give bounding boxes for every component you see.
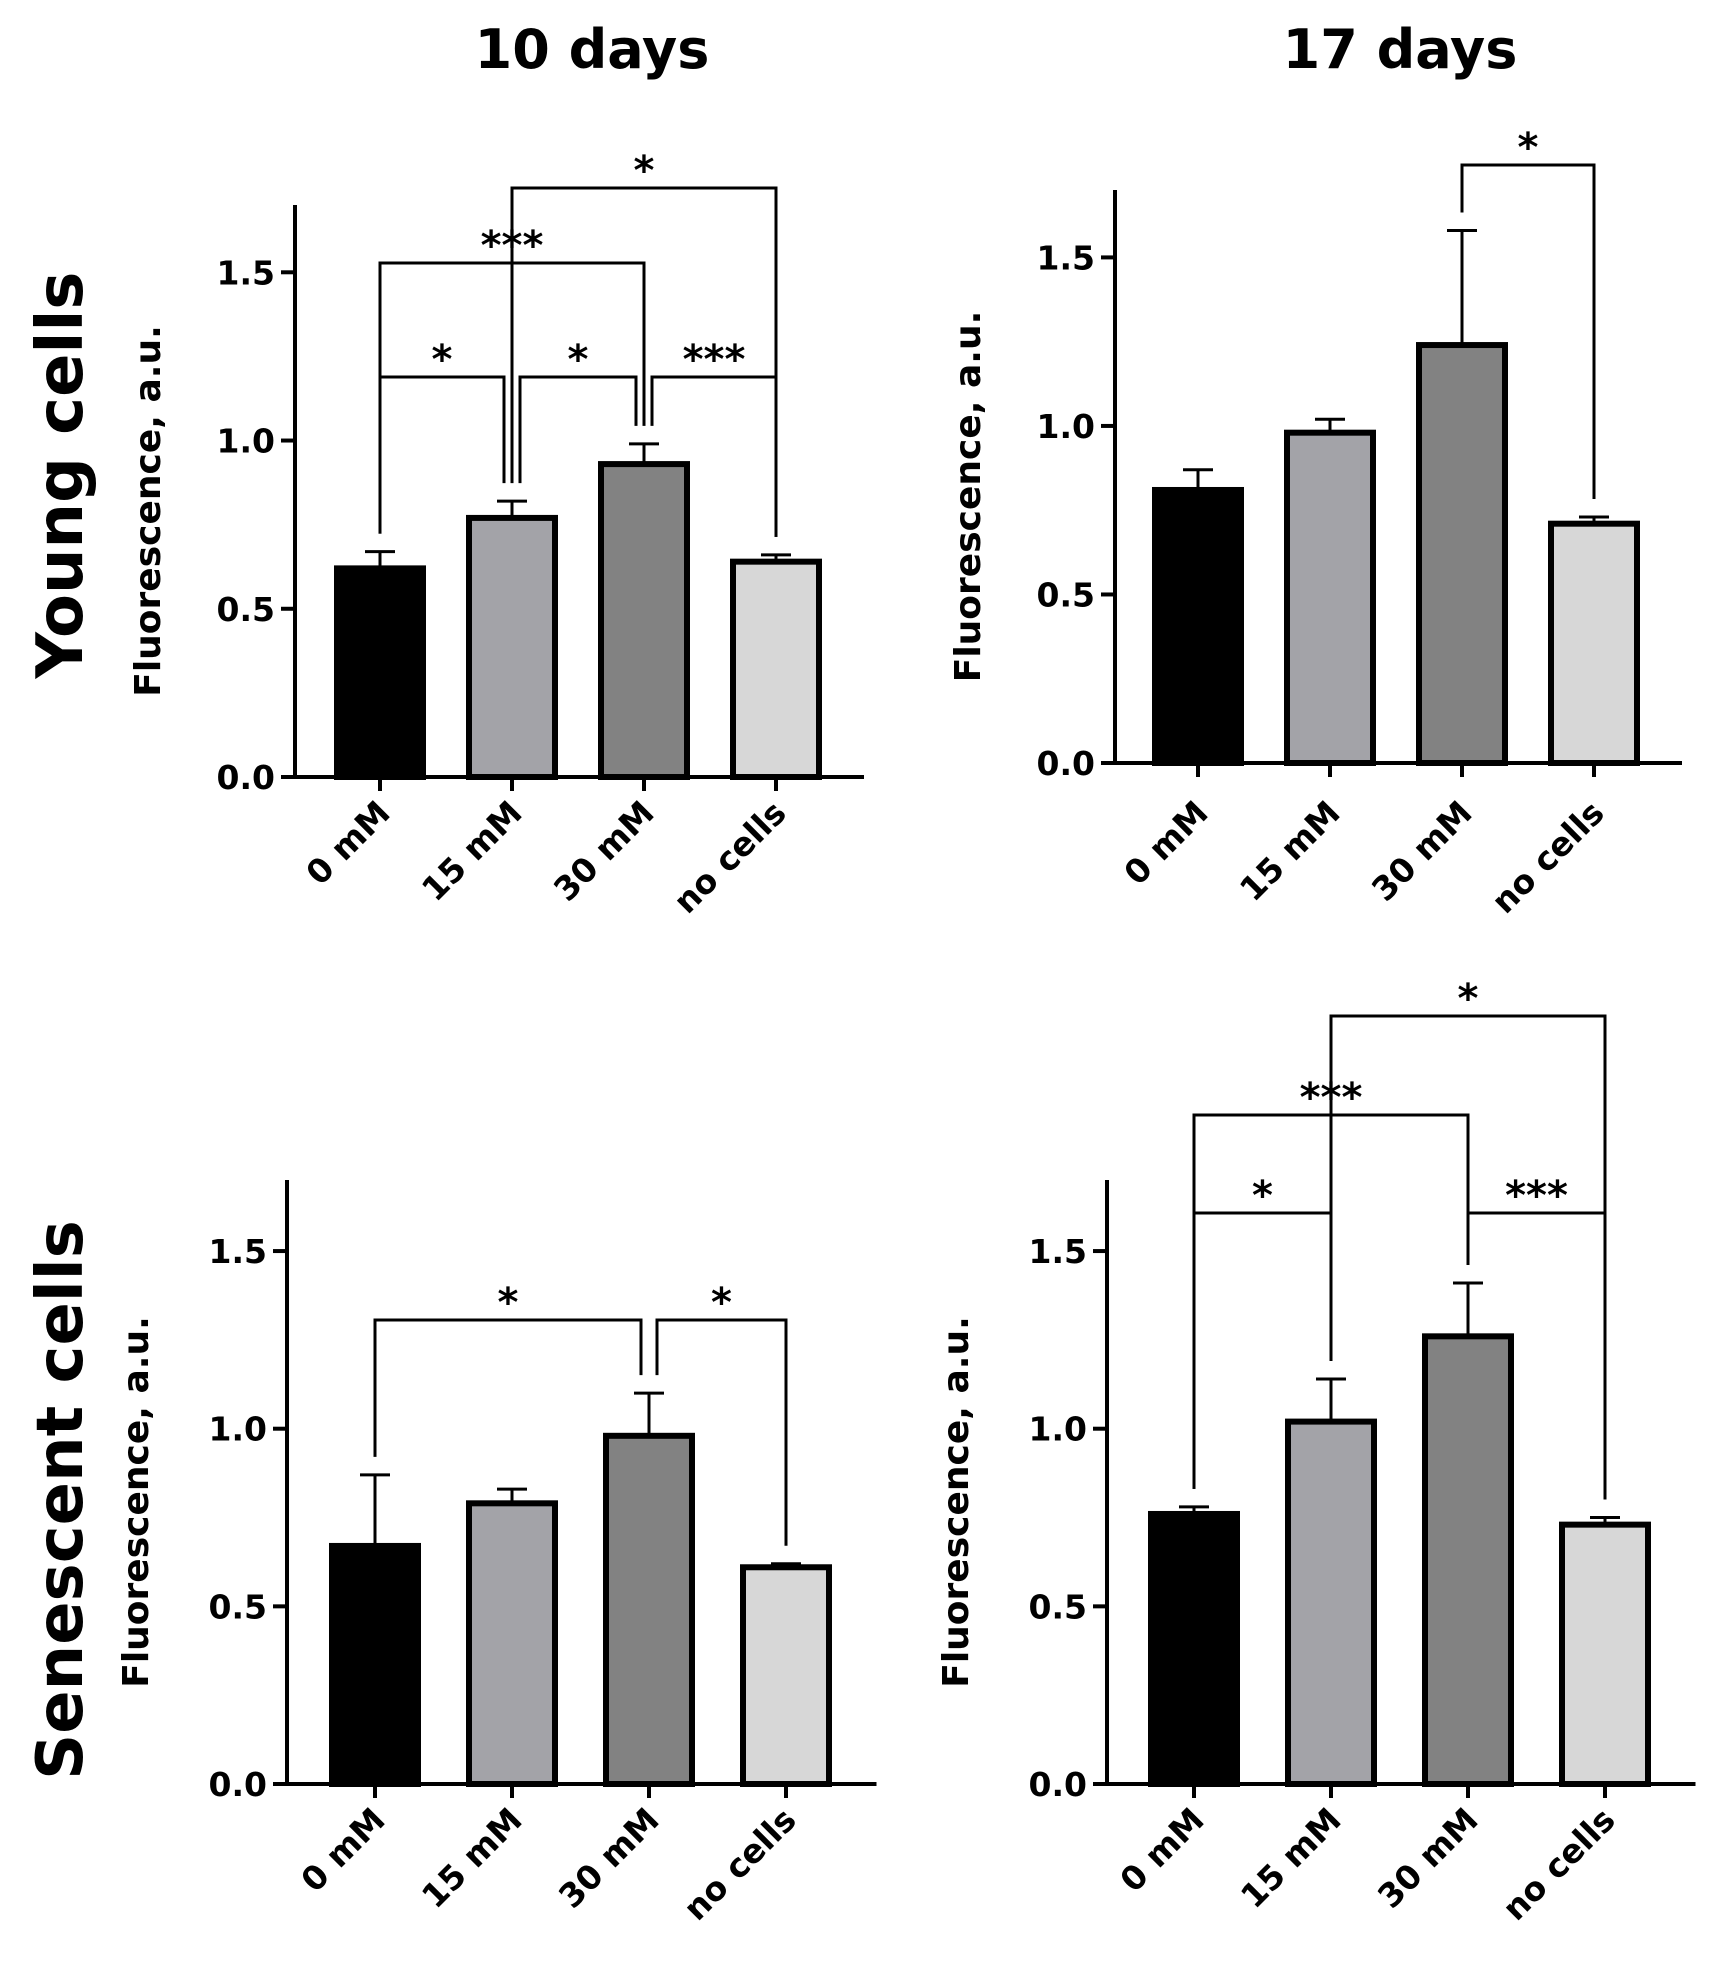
young-17-days-category-label: no cells [1484, 793, 1612, 921]
young-10-days-bar-3 [598, 461, 690, 780]
senescent-10-days-significance-label: * [498, 1280, 519, 1326]
senescent-10-days-category-label: 30 mM [551, 1800, 667, 1916]
young-10-days-y-axis-label: Fluorescence, a.u. [128, 325, 169, 697]
senescent-17-days-significance-label: *** [1300, 1075, 1363, 1121]
young-17-days-category-label: 30 mM [1364, 793, 1480, 909]
young-10-days-chart: Fluorescence, a.u. 0.0 0.5 1.0 1.5 0 mM 15 mM 3… [128, 148, 864, 921]
young-10-days-significance-bracket [378, 375, 506, 534]
young-10-days-y-tick-label: 1.0 [217, 422, 275, 461]
young-10-days-y-tick-label: 1.5 [217, 253, 275, 292]
senescent-17-days-significance-bracket [1466, 1211, 1607, 1500]
young-17-days-y-tick-label: 0.0 [1037, 744, 1095, 783]
row-title-young-cells: Young cells [24, 272, 98, 680]
senescent-10-days-y-tick-label: 1.0 [209, 1410, 267, 1449]
young-17-days-bar-1 [1152, 486, 1244, 766]
senescent-10-days-chart: Fluorescence, a.u. 0.0 0.5 1.0 1.5 0 mM 15 mM 3… [116, 1180, 877, 1928]
young-10-days-significance-label: * [432, 337, 453, 383]
senescent-17-days-y-axis-label: Fluorescence, a.u. [936, 1316, 977, 1688]
young-17-days-category-label: 0 mM [1116, 793, 1215, 892]
young-10-days-significance-label: *** [481, 223, 544, 269]
young-10-days-significance-label: * [568, 337, 589, 383]
senescent-10-days-y-tick-label: 0.5 [209, 1587, 267, 1626]
young-10-days-category-label: 15 mM [414, 793, 530, 909]
senescent-17-days-y-tick-label: 0.0 [1029, 1765, 1087, 1804]
senescent-17-days-significance-label: *** [1505, 1173, 1568, 1219]
young-10-days-significance-bracket [518, 375, 638, 484]
young-17-days-chart: Fluorescence, a.u. 0.0 0.5 1.0 1.5 0 mM 15 mM 3… [948, 125, 1682, 921]
young-10-days-bar-2 [466, 514, 558, 781]
young-17-days-y-axis-label: Fluorescence, a.u. [948, 311, 989, 683]
senescent-10-days-y-tick-label: 1.5 [209, 1232, 267, 1271]
column-title-17-days: 17 days [1283, 18, 1518, 81]
young-17-days-bar-4 [1548, 520, 1640, 766]
column-title-10-days: 10 days [475, 18, 710, 81]
senescent-17-days-bar-2 [1285, 1418, 1377, 1787]
young-10-days-y-tick-label: 0.5 [217, 590, 275, 629]
senescent-17-days-significance-bracket [1192, 1211, 1333, 1489]
young-10-days-significance-label: *** [683, 337, 746, 383]
young-17-days-y-tick-label: 1.0 [1037, 407, 1095, 446]
senescent-17-days-y-tick-label: 1.0 [1029, 1410, 1087, 1449]
young-17-days-y-tick-label: 0.5 [1037, 575, 1095, 614]
senescent-17-days-bar-1 [1148, 1510, 1240, 1787]
senescent-17-days-category-label: 30 mM [1370, 1800, 1486, 1916]
senescent-17-days-bar-4 [1559, 1521, 1651, 1787]
row-title-senescent-cells: Senescent cells [24, 1220, 98, 1780]
senescent-17-days-y-tick-label: 1.5 [1029, 1232, 1087, 1271]
senescent-17-days-significance-label: * [1458, 976, 1479, 1022]
senescent-17-days-chart: Fluorescence, a.u. 0.0 0.5 1.0 1.5 0 mM 15 mM 3… [936, 976, 1696, 1928]
senescent-17-days-category-label: 15 mM [1233, 1800, 1349, 1916]
senescent-17-days-y-tick-label: 0.5 [1029, 1587, 1087, 1626]
senescent-10-days-category-label: no cells [676, 1800, 804, 1928]
senescent-10-days-significance-bracket [373, 1318, 643, 1457]
young-10-days-category-label: no cells [666, 793, 794, 921]
young-10-days-bar-4 [730, 558, 822, 780]
young-10-days-y-tick-label: 0.0 [217, 758, 275, 797]
senescent-17-days-significance-label: * [1252, 1173, 1273, 1219]
young-10-days-significance-label: * [634, 148, 655, 194]
senescent-10-days-bar-1 [329, 1542, 421, 1787]
young-10-days-bar-1 [334, 565, 426, 781]
senescent-10-days-y-axis-label: Fluorescence, a.u. [116, 1316, 157, 1688]
senescent-10-days-bar-3 [603, 1432, 695, 1787]
young-17-days-significance-label: * [1518, 125, 1539, 171]
senescent-17-days-category-label: no cells [1495, 1800, 1623, 1928]
senescent-10-days-y-tick-label: 0.0 [209, 1765, 267, 1804]
senescent-17-days-category-label: 0 mM [1112, 1800, 1211, 1899]
senescent-10-days-bar-2 [466, 1500, 558, 1787]
senescent-10-days-category-label: 15 mM [414, 1800, 530, 1916]
young-10-days-significance-bracket [510, 186, 778, 537]
young-17-days-y-tick-label: 1.5 [1037, 238, 1095, 277]
senescent-10-days-category-label: 0 mM [293, 1800, 392, 1899]
young-10-days-significance-bracket [650, 375, 778, 537]
young-10-days-category-label: 30 mM [546, 793, 662, 909]
senescent-10-days-bar-4 [740, 1564, 832, 1788]
young-17-days-significance-bracket [1460, 163, 1596, 499]
senescent-17-days-bar-3 [1422, 1333, 1514, 1788]
young-17-days-category-label: 15 mM [1232, 793, 1348, 909]
young-17-days-bar-3 [1416, 342, 1508, 766]
senescent-10-days-significance-label: * [711, 1280, 732, 1326]
young-10-days-category-label: 0 mM [298, 793, 397, 892]
young-17-days-bar-2 [1284, 429, 1376, 766]
senescent-10-days-significance-bracket [655, 1318, 788, 1546]
